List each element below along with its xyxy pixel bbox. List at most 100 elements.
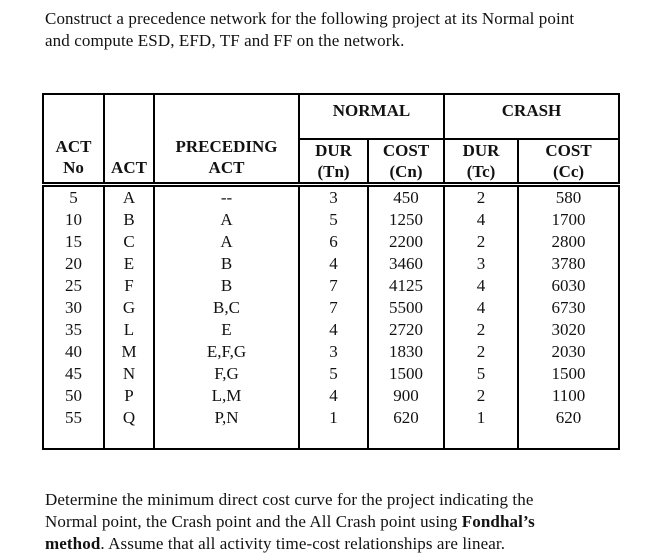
cell-preceding-act: --: [153, 184, 300, 209]
cell-preceding-act: B: [153, 253, 300, 275]
cell-crash-dur: 2: [443, 341, 520, 363]
cell-crash-dur: 2: [443, 385, 520, 407]
cell-normal-cost: 1830: [366, 341, 446, 363]
outro-paragraph: Determine the minimum direct cost curve …: [45, 489, 535, 555]
cell-preceding-act: B: [153, 275, 300, 297]
cell-normal-dur: 4: [298, 319, 369, 341]
cell-preceding-act: A: [153, 209, 300, 231]
cell-crash-dur: 5: [443, 363, 520, 385]
cell-normal-cost: 1250: [366, 209, 446, 231]
cell-act-no: 50: [42, 385, 105, 407]
table-body: 5 A -- 3 450 2 580 10 B A 5 1250 4 1700 …: [42, 184, 621, 429]
cell-act-no: 5: [42, 184, 105, 209]
cell-normal-cost: 900: [366, 385, 446, 407]
cell-normal-dur: 7: [298, 297, 369, 319]
outro-line-3: method. Assume that all activity time-co…: [45, 533, 535, 555]
cell-act: M: [103, 341, 155, 363]
cell-crash-dur: 4: [443, 209, 520, 231]
cell-crash-cost: 6730: [517, 297, 621, 319]
cell-normal-cost: 450: [366, 184, 446, 209]
table-row: 5 A -- 3 450 2 580: [42, 184, 621, 209]
intro-line-2: and compute ESD, EFD, TF and FF on the n…: [45, 31, 405, 50]
cell-act: Q: [103, 407, 155, 429]
cell-normal-dur: 1: [298, 407, 369, 429]
table-row: 55 Q P,N 1 620 1 620: [42, 407, 621, 429]
cell-normal-dur: 5: [298, 363, 369, 385]
outro-line-3-bold: method: [45, 534, 101, 553]
table-row: 15 C A 6 2200 2 2800: [42, 231, 621, 253]
cell-crash-cost: 620: [517, 407, 621, 429]
cell-normal-dur: 3: [298, 341, 369, 363]
header-normal-cost: COST (Cn): [366, 139, 446, 187]
table-row: 50 P L,M 4 900 2 1100: [42, 385, 621, 407]
cell-act: P: [103, 385, 155, 407]
outro-line-3-text: . Assume that all activity time-cost rel…: [100, 534, 506, 553]
cell-crash-dur: 4: [443, 297, 520, 319]
table-row: 40 M E,F,G 3 1830 2 2030: [42, 341, 621, 363]
cell-crash-dur: 2: [443, 231, 520, 253]
outro-line-1: Determine the minimum direct cost curve …: [45, 490, 534, 509]
cell-normal-cost: 620: [366, 407, 446, 429]
cell-crash-cost: 1500: [517, 363, 621, 385]
table-spacer: [42, 429, 621, 449]
header-normal-group: NORMAL: [297, 94, 446, 140]
cell-preceding-act: F,G: [153, 363, 300, 385]
intro-paragraph: Construct a precedence network for the f…: [45, 8, 574, 52]
cell-preceding-act: B,C: [153, 297, 300, 319]
cell-act: F: [103, 275, 155, 297]
cell-normal-dur: 3: [298, 184, 369, 209]
cell-crash-cost: 3020: [517, 319, 621, 341]
cell-act-no: 30: [42, 297, 105, 319]
cell-crash-cost: 3780: [517, 253, 621, 275]
header-crash-dur: DUR (Tc): [443, 139, 520, 187]
cell-preceding-act: L,M: [153, 385, 300, 407]
cell-act: C: [103, 231, 155, 253]
cell-crash-dur: 2: [443, 184, 520, 209]
cell-normal-dur: 6: [298, 231, 369, 253]
table-row: 10 B A 5 1250 4 1700: [42, 209, 621, 231]
cell-normal-cost: 4125: [366, 275, 446, 297]
header-act-no: ACT No: [42, 94, 105, 187]
cell-act: L: [103, 319, 155, 341]
header-crash-cost: COST (Cc): [517, 139, 621, 187]
spacer-row: [42, 429, 621, 449]
cell-act-no: 35: [42, 319, 105, 341]
header-crash-group: CRASH: [443, 94, 621, 140]
cell-crash-cost: 1100: [517, 385, 621, 407]
cell-normal-cost: 5500: [366, 297, 446, 319]
outro-line-2-bold: Fondhal’s: [461, 512, 535, 531]
table-row: 20 E B 4 3460 3 3780: [42, 253, 621, 275]
table-row: 35 L E 4 2720 2 3020: [42, 319, 621, 341]
cell-act-no: 15: [42, 231, 105, 253]
cell-act-no: 55: [42, 407, 105, 429]
cell-normal-cost: 2720: [366, 319, 446, 341]
cell-act: E: [103, 253, 155, 275]
cell-preceding-act: P,N: [153, 407, 300, 429]
header-act: ACT: [103, 94, 155, 187]
cell-act: G: [103, 297, 155, 319]
outro-line-2-text: Normal point, the Crash point and the Al…: [45, 512, 462, 531]
cell-preceding-act: A: [153, 231, 300, 253]
sub-header-row: DUR (Tn) COST (Cn) DUR (Tc) COST (Cc): [43, 139, 621, 187]
table-row: 25 F B 7 4125 4 6030: [42, 275, 621, 297]
table-row: 30 G B,C 7 5500 4 6730: [42, 297, 621, 319]
table-header: ACT No ACT PRECEDING ACT NORMAL CRASH DU…: [42, 94, 621, 187]
cell-act-no: 45: [42, 363, 105, 385]
cell-preceding-act: E: [153, 319, 300, 341]
cell-normal-dur: 7: [298, 275, 369, 297]
header-normal-dur: DUR (Tn): [298, 139, 369, 187]
table-row: 45 N F,G 5 1500 5 1500: [42, 363, 621, 385]
cell-act-no: 20: [42, 253, 105, 275]
cell-act: N: [103, 363, 155, 385]
cell-act: B: [103, 209, 155, 231]
cell-preceding-act: E,F,G: [153, 341, 300, 363]
cell-normal-cost: 3460: [366, 253, 446, 275]
cell-normal-dur: 5: [298, 209, 369, 231]
cell-crash-dur: 4: [443, 275, 520, 297]
cell-crash-cost: 6030: [517, 275, 621, 297]
cell-crash-cost: 580: [517, 184, 621, 209]
cell-act-no: 25: [42, 275, 105, 297]
cell-crash-dur: 3: [443, 253, 520, 275]
group-header-row: ACT No ACT PRECEDING ACT NORMAL CRASH: [42, 94, 621, 187]
